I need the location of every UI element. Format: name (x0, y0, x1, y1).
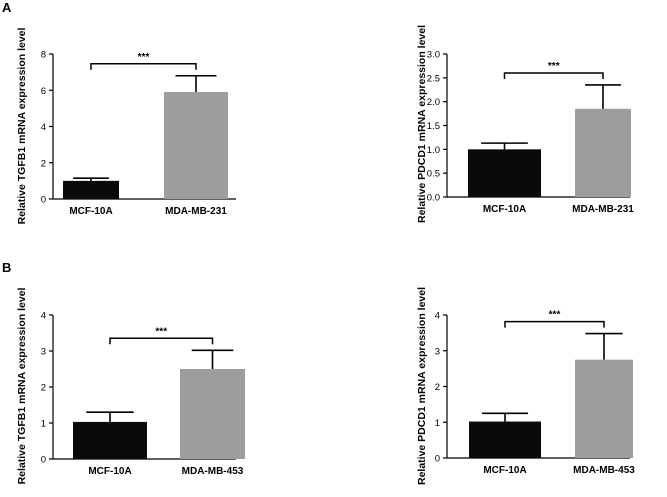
y-tick-label: 6 (41, 86, 46, 97)
significance-bracket (503, 72, 604, 79)
y-tick-label: 1.5 (427, 121, 440, 132)
y-tick-label: 1 (435, 418, 440, 429)
y-axis-title: Relative TGFB1 mRNA expression level (16, 287, 28, 484)
x-tick-label: MCF-10A (483, 465, 526, 476)
y-tick-label: 3.0 (427, 50, 440, 61)
panel-letter-a: A (2, 0, 12, 15)
panel-letter-b: B (2, 260, 11, 275)
y-tick-label: 4 (435, 311, 440, 322)
chart-1: 0 2 4 6 8 Relative TGFB1 mRNA expression leve… (16, 27, 236, 224)
y-axis-title: Relative PDCD1 mRNA expression level (416, 25, 428, 223)
y-tick-label: 3 (41, 347, 46, 358)
bar-mda-mb-231 (575, 108, 631, 197)
bar-mcf-10a (469, 421, 541, 458)
x-tick-label: MDA-MB-231 (165, 206, 227, 217)
bar-mda-mb-453 (575, 359, 633, 458)
y-tick-label: 0 (41, 455, 46, 466)
x-tick-label: MDA-MB-231 (572, 204, 634, 215)
y-tick-label: 0 (41, 195, 46, 206)
chart-3: 0 1 2 3 4 Relative TGFB1 mRNA expression leve… (16, 287, 245, 484)
y-tick-label: 3 (435, 346, 440, 357)
y-tick-label: 2 (41, 158, 46, 169)
significance-bracket (504, 320, 605, 328)
bar-mcf-10a (73, 421, 147, 459)
y-tick-label: 1 (41, 419, 46, 430)
chart-4: 0 1 2 3 4 Relative PDCD1 mRNA expression leve… (416, 287, 635, 485)
y-tick-label: 4 (41, 122, 46, 133)
significance-label: *** (155, 326, 167, 337)
y-tick-label: 2.0 (427, 97, 440, 108)
bar-mda-mb-231 (164, 92, 228, 199)
y-tick-label: 8 (41, 50, 46, 61)
significance-label: *** (138, 52, 150, 63)
y-tick-label: 2 (41, 383, 46, 394)
bar-mcf-10a (468, 149, 541, 197)
x-tick-label: MDA-MB-453 (182, 466, 244, 477)
x-tick-label: MCF-10A (88, 466, 131, 477)
y-tick-label: 2.5 (427, 73, 440, 84)
x-tick-label: MCF-10A (69, 206, 112, 217)
x-tick-label: MDA-MB-453 (573, 465, 635, 476)
charts-group: 0 2 4 6 8 Relative TGFB1 mRNA expression leve… (16, 25, 635, 485)
y-axis-title: Relative PDCD1 mRNA expression level (416, 287, 428, 485)
significance-bracket (109, 337, 214, 345)
significance-label: *** (549, 310, 561, 321)
y-tick-label: 0.5 (427, 169, 440, 180)
significance-bracket (90, 63, 197, 70)
y-tick-label: 4 (41, 311, 46, 322)
y-tick-label: 0 (435, 454, 440, 465)
y-tick-label: 0.0 (427, 193, 440, 204)
y-axis-title: Relative TGFB1 mRNA expression level (16, 27, 28, 224)
x-tick-label: MCF-10A (483, 204, 526, 215)
bar-mcf-10a (63, 180, 119, 199)
bar-mda-mb-453 (180, 369, 245, 459)
y-tick-label: 1.0 (427, 145, 440, 156)
significance-label: *** (548, 61, 560, 72)
y-tick-label: 2 (435, 382, 440, 393)
